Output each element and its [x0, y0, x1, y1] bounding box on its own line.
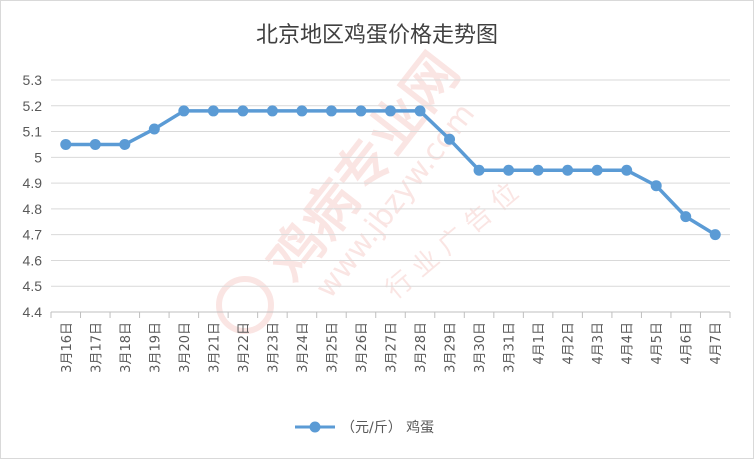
y-tick-label: 5.3 — [23, 72, 43, 88]
data-point — [355, 105, 367, 117]
y-tick-label: 5 — [34, 149, 42, 165]
data-point — [473, 164, 485, 176]
data-point — [680, 211, 692, 223]
series-group — [60, 105, 721, 241]
data-point — [414, 105, 426, 117]
x-tick-label: 3月30日 — [473, 322, 488, 373]
x-tick-label: 3月29日 — [444, 322, 459, 373]
data-point — [650, 180, 662, 192]
data-point — [266, 105, 278, 117]
data-point — [591, 164, 603, 176]
x-tick-label: 3月16日 — [60, 322, 75, 373]
x-tick-label: 3月23日 — [266, 322, 281, 373]
y-tick-label: 4.9 — [23, 175, 43, 191]
y-tick-label: 5.2 — [23, 98, 43, 114]
chart-title: 北京地区鸡蛋价格走势图 — [256, 23, 498, 48]
x-tick-label: 3月18日 — [119, 322, 134, 373]
data-point — [532, 164, 544, 176]
data-point — [60, 138, 72, 150]
data-point — [444, 133, 456, 145]
data-point — [562, 164, 574, 176]
watermark: 鸡病专业网 www.jbzyw.com 行 业 广 告 位 — [216, 41, 524, 334]
y-tick-label: 5.1 — [23, 124, 43, 140]
x-tick-label: 3月31日 — [503, 322, 518, 373]
y-axis-ticks: 5.3 5.2 5.1 5 4.9 4.8 4.7 4.6 4.5 4.4 — [23, 72, 43, 320]
x-tick-label: 3月20日 — [178, 322, 193, 373]
x-tick-label: 3月24日 — [296, 322, 311, 373]
data-point — [89, 138, 101, 150]
y-tick-label: 4.6 — [23, 252, 43, 268]
x-tick-label: 4月2日 — [562, 322, 577, 365]
x-tick-label: 4月6日 — [680, 322, 695, 365]
data-point — [237, 105, 249, 117]
x-tick-label: 4月3日 — [591, 322, 606, 365]
watermark-logo-icon — [216, 276, 274, 334]
x-axis-ticks: 3月16日 3月17日 3月18日 3月19日 3月20日 3月21日 3月22日 3月23日… — [60, 322, 724, 373]
x-tick-label: 3月25日 — [325, 322, 340, 373]
data-point — [621, 164, 633, 176]
data-point — [296, 105, 308, 117]
x-tick-label: 4月5日 — [650, 322, 665, 365]
x-tick-label: 3月21日 — [207, 322, 222, 373]
x-tick-label: 3月28日 — [414, 322, 429, 373]
data-point — [385, 105, 396, 117]
x-tick-label: 3月27日 — [385, 322, 400, 373]
x-tick-label: 3月26日 — [355, 322, 370, 373]
gridlines — [51, 79, 730, 287]
x-tick-label: 4月1日 — [532, 322, 547, 365]
data-point — [178, 105, 190, 117]
data-point — [709, 229, 721, 241]
y-tick-label: 4.5 — [23, 278, 43, 294]
y-tick-label: 4.8 — [23, 201, 43, 217]
data-point — [325, 105, 337, 117]
legend-label: （元/斤） 鸡蛋 — [341, 419, 434, 436]
legend: （元/斤） 鸡蛋 — [295, 419, 434, 436]
data-point — [119, 138, 131, 150]
y-tick-label: 4.4 — [23, 304, 43, 320]
x-tick-label: 4月4日 — [621, 322, 636, 365]
x-tick-label: 3月19日 — [148, 322, 163, 373]
x-axis — [50, 311, 731, 318]
x-tick-label: 3月22日 — [237, 322, 252, 373]
x-tick-label: 3月17日 — [89, 322, 104, 373]
y-tick-label: 4.7 — [23, 227, 43, 243]
legend-marker-icon — [309, 421, 321, 433]
data-point — [503, 164, 515, 176]
data-point — [207, 105, 219, 117]
data-point — [148, 123, 160, 135]
x-tick-label: 4月7日 — [709, 322, 724, 365]
